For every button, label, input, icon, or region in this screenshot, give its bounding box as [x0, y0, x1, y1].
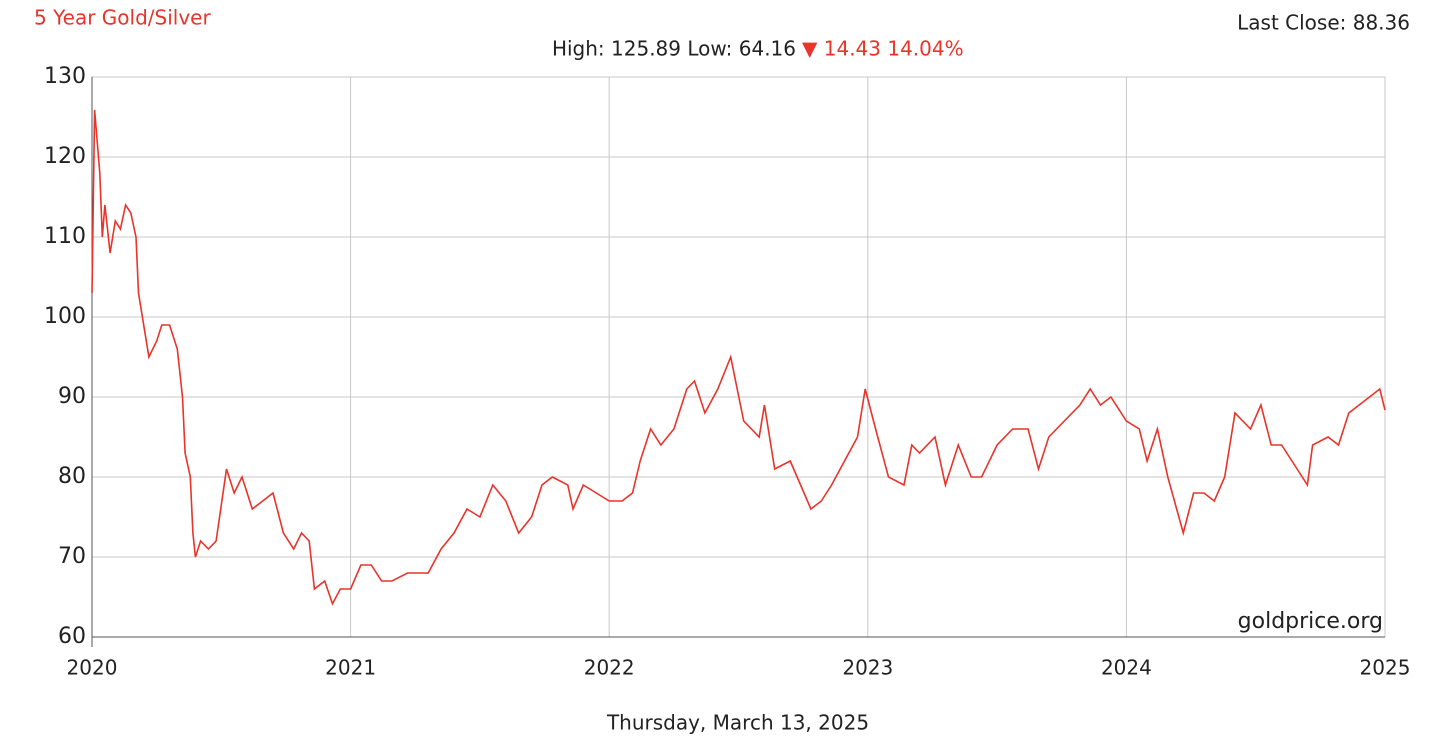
- y-tick-label: 130: [44, 64, 86, 89]
- x-tick-label: 2025: [1360, 656, 1411, 680]
- change: ▼ 14.43 14.04%: [802, 37, 964, 61]
- x-tick-label: 2024: [1101, 656, 1152, 680]
- y-tick-label: 100: [44, 304, 86, 329]
- y-tick-label: 60: [58, 624, 86, 649]
- date: Thursday, March 13, 2025: [606, 711, 869, 735]
- y-tick-label: 70: [58, 544, 86, 569]
- y-tick-label: 80: [58, 464, 86, 489]
- stats: High: 125.89 Low: 64.16: [552, 37, 796, 61]
- watermark: goldprice.org: [1238, 609, 1383, 634]
- y-tick-label: 90: [58, 384, 86, 409]
- chart-title: 5 Year Gold/Silver: [34, 6, 211, 30]
- x-tick-label: 2023: [842, 656, 893, 680]
- series-line: [91, 109, 1386, 606]
- y-tick-label: 110: [44, 224, 86, 249]
- x-tick-label: 2022: [584, 656, 635, 680]
- x-tick-label: 2021: [325, 656, 376, 680]
- y-tick-label: 120: [44, 144, 86, 169]
- x-tick-label: 2020: [67, 656, 118, 680]
- plot-area: [91, 76, 1386, 638]
- last-close: Last Close: 88.36: [1237, 11, 1410, 35]
